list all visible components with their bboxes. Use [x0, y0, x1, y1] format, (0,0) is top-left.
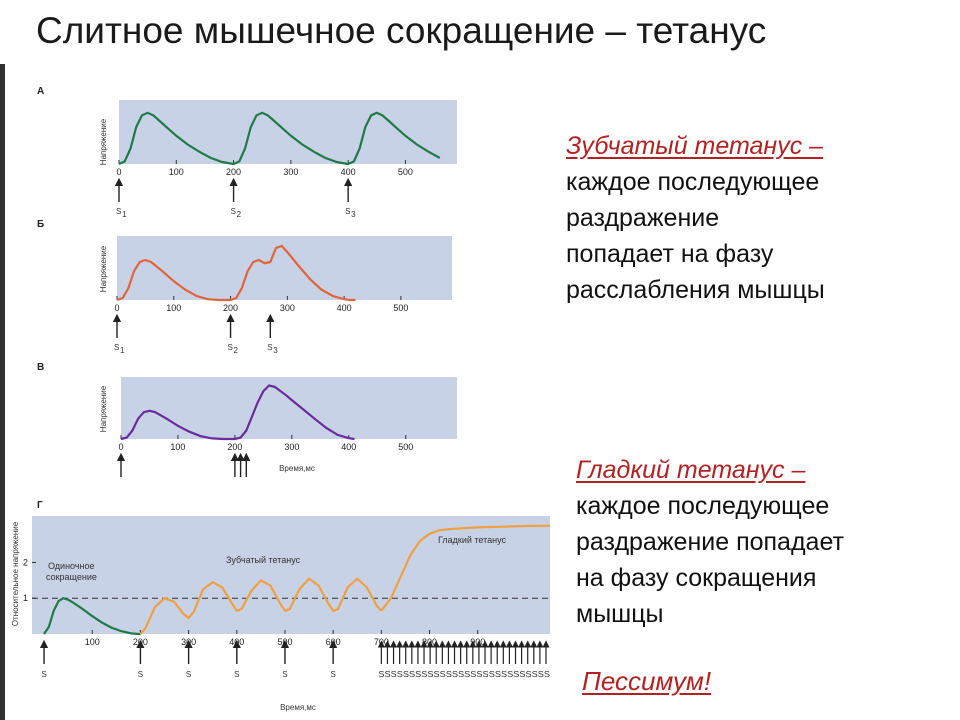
stimulus-label: S	[41, 670, 46, 679]
stimulus-subscript: 3	[273, 346, 278, 355]
serrated-line-3: попадает на фазу	[566, 240, 774, 268]
slide-title: Слитное мышечное сокращение – тетанус	[36, 10, 767, 51]
y-tick-label: 1	[23, 593, 28, 603]
x-tick-label: 400	[337, 303, 352, 313]
plot-area-b	[117, 236, 452, 300]
serrated-tetanus-definition: Зубчатый тетанус – каждое последующее ра…	[566, 128, 936, 308]
stimulus-label: S	[231, 207, 236, 216]
ylabel-panel-b: Напряжение	[99, 245, 108, 292]
x-tick-label: 100	[170, 442, 185, 452]
smooth-tetanus-series	[380, 524, 550, 612]
stimulus-label: S	[282, 670, 287, 679]
x-tick-label: 100	[85, 637, 100, 647]
stimulus-subscript: 2	[237, 210, 242, 219]
x-tick-label: 300	[283, 167, 298, 177]
smooth-line-2: раздражение попадает	[576, 528, 844, 556]
twitch-series-a	[118, 111, 441, 166]
x-tick-label: 400	[341, 167, 356, 177]
serrated-tetanus-heading: Зубчатый тетанус –	[566, 132, 824, 160]
x-tick-label: 300	[280, 303, 295, 313]
stimulus-subscript: 1	[122, 210, 127, 219]
annotation-single-line1: Одиночное	[48, 561, 95, 571]
serrated-line-4: расслабления мышцы	[566, 276, 825, 304]
x-tick-label: 0	[116, 167, 121, 177]
twitch-series-c	[120, 384, 355, 441]
stimulus-label: S	[234, 670, 239, 679]
stimulus-tail-labels: SSSSSSSSSSSSSSSSSSSSSSSSSSSS	[378, 670, 550, 679]
x-tick-label: 200	[226, 167, 241, 177]
annotation-smooth: Гладкий тетанус	[438, 535, 506, 545]
smooth-tetanus-definition: Гладкий тетанус – каждое последующее раз…	[576, 452, 946, 632]
stimulus-subscript: 2	[234, 346, 239, 355]
smooth-line-3: на фазу сокращения	[576, 564, 817, 592]
stimulus-subscript: 3	[351, 210, 356, 219]
x-tick-label: 0	[118, 442, 123, 452]
x-tick-label: 200	[227, 442, 242, 452]
x-tick-label: 500	[398, 167, 413, 177]
annotation-serrated: Зубчатый тетанус	[226, 555, 301, 565]
panel-c: В Напряжение 0 100 200 300 400 500 Время,мс	[37, 362, 457, 477]
stimulus-label: S	[114, 343, 119, 352]
plot-area-c	[121, 377, 457, 439]
stimulus-label: S	[186, 670, 191, 679]
x-tick-label: 200	[223, 303, 238, 313]
panel-letter-b: Б	[37, 219, 44, 230]
x-ticks-c: 0 100 200 300 400 500	[118, 435, 413, 452]
stimulus-label: S	[267, 343, 272, 352]
x-tick-label: 400	[341, 442, 356, 452]
smooth-line-4: мышцы	[576, 600, 664, 628]
xlabel-panel-d: Время,мс	[280, 703, 316, 712]
x-tick-label: 100	[166, 303, 181, 313]
stimuli-d: S S S S S S SSSSSSSSSSSSSSSSSSSSSSSSSSSS	[39, 639, 550, 679]
smooth-tetanus-heading: Гладкий тетанус –	[576, 456, 806, 484]
serrated-line-1: каждое последующее	[566, 168, 820, 196]
single-twitch-series	[43, 597, 141, 636]
stimulus-label: S	[330, 670, 335, 679]
stimulus-label: S	[228, 343, 233, 352]
panel-d: Г Относительное напряжение 12 100 200 300 4…	[11, 500, 550, 712]
stimulus-label: S	[345, 207, 350, 216]
serrated-line-2: раздражение	[566, 204, 720, 232]
stimuli-c	[116, 452, 251, 477]
stimulus-subscript: 1	[120, 346, 125, 355]
stimulus-label: S	[138, 670, 143, 679]
serrated-tetanus-series	[139, 577, 383, 635]
x-tick-label: 100	[169, 167, 184, 177]
figure-left-edge	[0, 64, 5, 720]
pessimum-label: Пессимум!	[582, 666, 712, 696]
x-tick-label: 300	[284, 442, 299, 452]
x-tick-label: 500	[398, 442, 413, 452]
panel-letter-c: В	[37, 362, 44, 373]
stimulus-label: S	[116, 207, 121, 216]
ylabel-panel-c: Напряжение	[99, 385, 108, 432]
twitch-series-b	[116, 244, 356, 302]
y-tick-label: 2	[23, 557, 28, 567]
panel-letter-d: Г	[37, 500, 43, 511]
xlabel-panel-c: Время,мс	[279, 464, 315, 473]
panel-letter-a: А	[37, 86, 44, 97]
plot-area-d	[32, 516, 550, 634]
ylabel-panel-a: Напряжение	[99, 118, 108, 165]
x-tick-label: 0	[114, 303, 119, 313]
smooth-line-1: каждое последующее	[576, 492, 830, 520]
ylabel-panel-d: Относительное напряжение	[11, 521, 20, 626]
annotation-single-line2: сокращение	[46, 572, 97, 582]
x-tick-label: 500	[393, 303, 408, 313]
